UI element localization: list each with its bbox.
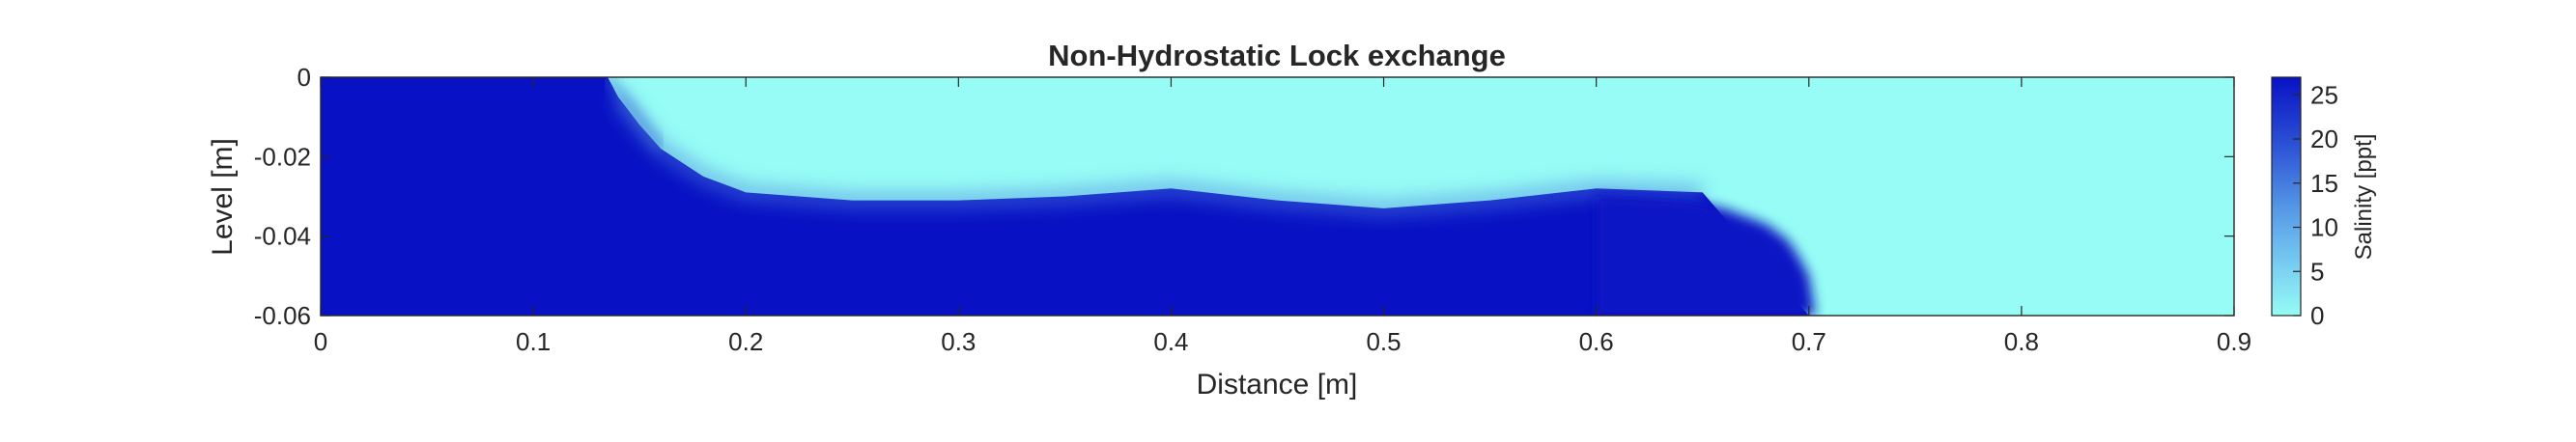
- y-tick-label: -0.06: [254, 301, 311, 330]
- mixing-layer: [611, 92, 1704, 216]
- y-axis: 0 -0.02 -0.04 -0.06: [254, 63, 2234, 330]
- x-tick-label: 0.1: [516, 327, 551, 356]
- colorbar-ticks: 0 5 10 15 20 25: [2293, 80, 2338, 330]
- colorbar-tick-label: 10: [2310, 213, 2338, 242]
- x-axis-label: Distance [m]: [1197, 369, 1358, 401]
- salinity-field: [321, 77, 1816, 316]
- y-axis-label: Level [m]: [207, 138, 239, 256]
- colorbar-tick-label: 15: [2310, 169, 2338, 198]
- plot-area: [321, 77, 2234, 316]
- axes-frame: [320, 76, 2235, 317]
- colorbar-label: Salinity [ppt]: [2351, 134, 2377, 261]
- y-tick-label: 0: [297, 63, 311, 92]
- colorbar-tick-label: 5: [2310, 257, 2324, 286]
- x-tick-label: 0.5: [1366, 327, 1401, 356]
- y-tick-label: -0.04: [254, 222, 311, 251]
- x-tick-label: 0.8: [2004, 327, 2039, 356]
- x-tick-label: 0.9: [2217, 327, 2251, 356]
- x-tick-label: 0: [314, 327, 327, 356]
- chart-title: Non-Hydrostatic Lock exchange: [1048, 39, 1506, 72]
- colorbar-tick-label: 25: [2310, 80, 2338, 109]
- colorbar-tick-label: 0: [2310, 301, 2324, 330]
- y-tick-label: -0.02: [254, 142, 311, 171]
- x-axis: 0 0.1 0.2 0.3 0.4 0.5 0.6 0.7 0.8 0.9: [314, 77, 2251, 356]
- x-tick-label: 0.7: [1792, 327, 1826, 356]
- x-tick-label: 0.4: [1153, 327, 1188, 356]
- gravity-current-head: [1596, 196, 1816, 316]
- colorbar-gradient: [2271, 76, 2302, 317]
- x-tick-label: 0.3: [941, 327, 976, 356]
- x-tick-label: 0.2: [728, 327, 763, 356]
- colorbar-tick-label: 20: [2310, 124, 2338, 153]
- colorbar: 0 5 10 15 20 25 Salinity [ppt]: [2271, 76, 2377, 330]
- lock-front: [603, 77, 665, 152]
- x-tick-label: 0.6: [1579, 327, 1614, 356]
